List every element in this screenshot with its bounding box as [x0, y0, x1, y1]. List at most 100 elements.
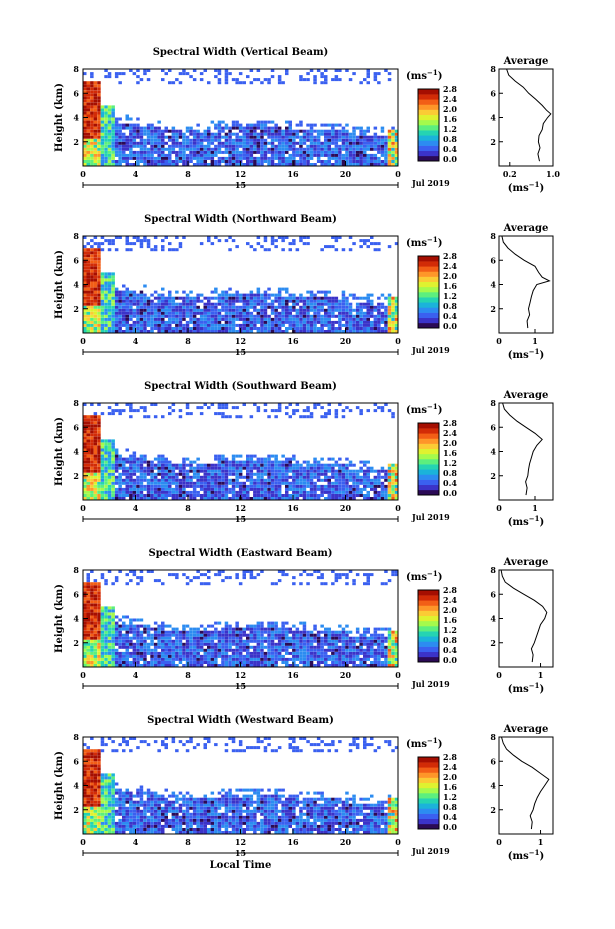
heatmap-cell [157, 308, 161, 312]
heatmap-cell [97, 481, 101, 485]
heatmap-cell [157, 330, 161, 333]
heatmap-cell [164, 302, 168, 306]
heatmap-cell [196, 144, 200, 148]
heatmap-cell [224, 460, 229, 464]
heatmap-cell [146, 624, 151, 628]
heatmap-cell [316, 160, 321, 163]
heatmap-cell [114, 123, 119, 127]
heatmap-cell [157, 141, 161, 145]
heatmap-cell [221, 323, 225, 327]
heatmap-cell [338, 308, 342, 312]
heatmap-cell [341, 153, 346, 157]
heatmap-cell [83, 141, 87, 145]
heatmap-cell [114, 293, 119, 297]
heatmap-cell [207, 141, 211, 145]
heatmap-cell [263, 457, 268, 461]
heatmap-cell [86, 573, 90, 577]
heatmap-cell [139, 469, 144, 473]
heatmap-cell [168, 248, 172, 252]
heatmap-cell [366, 153, 370, 157]
heatmap-cell [192, 576, 197, 580]
heatmap-cell [143, 651, 147, 655]
colorbar-tick-label: 1.6 [443, 281, 457, 291]
heatmap-cell [267, 248, 271, 252]
heatmap-cell [136, 582, 140, 586]
heatmap-cell [277, 78, 282, 82]
heatmap-cell [260, 494, 264, 497]
heatmap-cell [111, 645, 115, 649]
avg-x-tick-label: 0 [496, 503, 502, 513]
heatmap-cell [196, 129, 200, 133]
heatmap-cell [384, 311, 388, 315]
heatmap-cell [363, 460, 367, 464]
heatmap-cell [146, 463, 151, 467]
heatmap-cell [83, 466, 87, 470]
colorbar-tick-label: 0.0 [443, 154, 457, 164]
heatmap-cell [274, 150, 278, 154]
heatmap-cell [295, 409, 300, 413]
heatmap-cell [214, 305, 218, 309]
heatmap-cell [161, 478, 165, 482]
heatmap-cell [153, 484, 158, 488]
heatmap-cell [83, 445, 87, 449]
heatmap-cell [143, 645, 147, 649]
heatmap-cell [263, 147, 268, 151]
heatmap-cell [164, 236, 168, 239]
heatmap-cell [146, 330, 151, 333]
heatmap-cell [348, 469, 353, 473]
heatmap-cell [100, 484, 105, 488]
heatmap-cell [86, 664, 90, 667]
heatmap-cell [394, 147, 399, 151]
heatmap-cell [192, 129, 197, 133]
heatmap-cell [100, 661, 105, 664]
heatmap-cell [83, 427, 87, 431]
heatmap-cell [306, 494, 310, 497]
heatmap-cell [309, 293, 314, 297]
heatmap-cell [249, 497, 254, 500]
heatmap-cell [203, 150, 207, 154]
heatmap-cell [327, 412, 331, 416]
heatmap-cell [228, 305, 232, 309]
heatmap-cell [277, 150, 282, 154]
heatmap-cell [83, 627, 87, 631]
heatmap-cell [228, 323, 232, 327]
heatmap-cell [132, 457, 137, 461]
heatmap-cell [256, 135, 261, 139]
heatmap-cell [359, 305, 363, 309]
panel-title: Spectral Width (Vertical Beam) [153, 47, 329, 58]
heatmap-cell [274, 475, 278, 479]
heatmap-cell [235, 490, 239, 494]
heatmap-cell [292, 320, 296, 324]
heatmap-cell [171, 320, 176, 324]
heatmap-cell [249, 311, 254, 315]
heatmap-cell [185, 296, 190, 300]
heatmap-cell [125, 287, 129, 291]
heatmap-cell [327, 144, 331, 148]
heatmap-cell [107, 445, 112, 449]
heatmap-cell [274, 320, 278, 324]
heatmap-cell [157, 463, 161, 467]
heatmap-cell [164, 633, 168, 637]
heatmap-cell [157, 494, 161, 497]
heatmap-cell [139, 472, 144, 476]
heatmap-cell [100, 327, 105, 330]
heatmap-cell [292, 314, 296, 318]
heatmap-cell [387, 497, 392, 500]
heatmap-cell [97, 664, 101, 667]
heatmap-cell [228, 645, 232, 649]
heatmap-cell [228, 469, 232, 473]
heatmap-cell [107, 275, 112, 279]
heatmap-cell [267, 460, 271, 464]
heatmap-cell [161, 630, 165, 634]
heatmap-cell [129, 141, 133, 145]
heatmap-cell [260, 651, 264, 655]
heatmap-cell [331, 156, 335, 160]
heatmap-cell [377, 323, 381, 327]
heatmap-cell [253, 323, 257, 327]
heatmap-cell [387, 466, 392, 470]
heatmap-cell [309, 475, 314, 479]
heatmap-cell [86, 648, 90, 652]
heatmap-cell [249, 317, 254, 321]
heatmap-cell [231, 633, 236, 637]
heatmap-cell [97, 490, 101, 494]
